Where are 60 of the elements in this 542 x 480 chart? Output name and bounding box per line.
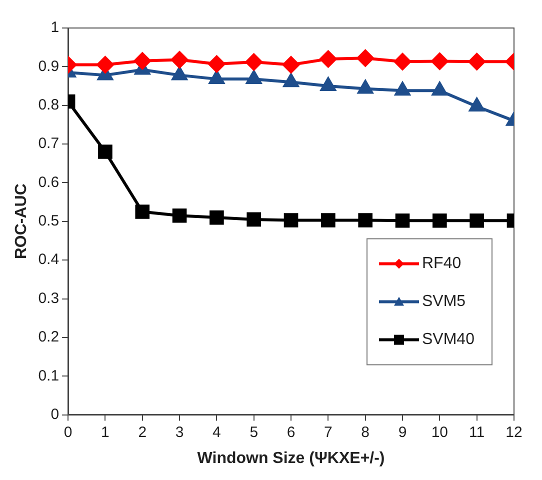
point bbox=[284, 213, 298, 228]
point bbox=[358, 213, 373, 228]
y-tick-label: 0.4 bbox=[38, 251, 60, 268]
x-axis-title: Windown Size (ΨKXE+/-) bbox=[197, 450, 385, 467]
point bbox=[172, 208, 187, 223]
point bbox=[135, 204, 150, 219]
point bbox=[320, 50, 337, 68]
y-tick-label: 0.1 bbox=[38, 367, 60, 384]
point bbox=[283, 74, 299, 88]
y-tick-label: 1 bbox=[50, 19, 60, 36]
point bbox=[468, 53, 486, 70]
point bbox=[282, 56, 300, 74]
x-tick-label: 10 bbox=[431, 424, 448, 441]
point bbox=[394, 82, 410, 96]
x-tick-label: 9 bbox=[398, 424, 407, 441]
y-tick-label: 0.2 bbox=[38, 328, 60, 346]
x-tick-label: 7 bbox=[324, 424, 332, 441]
point bbox=[469, 98, 484, 112]
x-tick-label: 8 bbox=[361, 424, 370, 441]
y-axis-title: ROC-AUC bbox=[13, 183, 30, 260]
point bbox=[394, 53, 412, 70]
x-tick-label: 0 bbox=[64, 424, 72, 441]
y-tick-label: 0 bbox=[50, 406, 60, 423]
point bbox=[395, 213, 410, 228]
point bbox=[209, 70, 224, 84]
x-tick-label: 2 bbox=[138, 424, 147, 441]
x-tick-label: 5 bbox=[250, 424, 258, 441]
legend-label: SVM40 bbox=[422, 331, 475, 348]
x-tick-label: 4 bbox=[212, 424, 221, 441]
point bbox=[96, 56, 114, 74]
point bbox=[171, 51, 188, 68]
point bbox=[321, 213, 336, 228]
point bbox=[246, 70, 262, 84]
y-tick-label: 0.7 bbox=[38, 135, 60, 152]
point bbox=[210, 210, 224, 225]
point bbox=[208, 55, 226, 72]
x-tick-label: 6 bbox=[286, 424, 296, 441]
y-tick-label: 0.9 bbox=[38, 58, 60, 75]
point bbox=[98, 144, 112, 159]
x-tick-label: 1 bbox=[101, 424, 110, 441]
point bbox=[246, 212, 262, 227]
point bbox=[172, 66, 188, 80]
point bbox=[320, 78, 336, 92]
point bbox=[432, 82, 448, 96]
point bbox=[431, 52, 448, 70]
point bbox=[470, 213, 484, 228]
y-tick-label: 0.6 bbox=[38, 174, 60, 191]
legend-label: SVM5 bbox=[422, 293, 466, 310]
legend-label: RF40 bbox=[422, 255, 462, 272]
x-tick-label: 3 bbox=[175, 424, 184, 441]
y-tick-label: 0.5 bbox=[38, 212, 60, 230]
y-tick-label: 0.3 bbox=[38, 290, 60, 307]
y-tick-label: 0.8 bbox=[38, 96, 60, 114]
point bbox=[358, 80, 373, 94]
point bbox=[134, 52, 151, 70]
point bbox=[356, 50, 374, 67]
point bbox=[245, 54, 262, 71]
x-tick-label: 11 bbox=[469, 424, 485, 441]
x-tick-label: 12 bbox=[506, 424, 522, 441]
point bbox=[432, 213, 447, 228]
